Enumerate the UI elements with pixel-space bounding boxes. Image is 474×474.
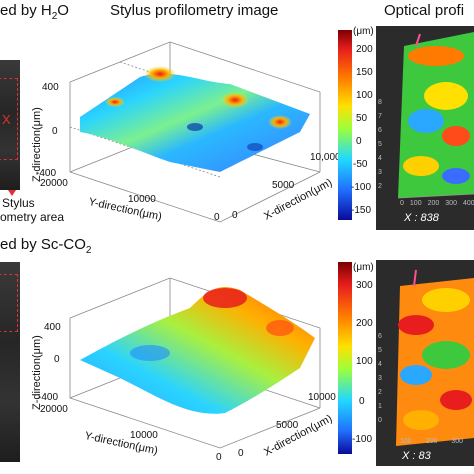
z-tick: 400	[44, 322, 61, 333]
colorbar-row2	[338, 262, 352, 454]
stylus-area-box	[0, 78, 18, 160]
pointer-arrow-icon	[8, 190, 16, 196]
optical-bottom-ticks: 100 200 300	[400, 438, 464, 445]
row1-left-title: ed by H2O	[0, 2, 69, 22]
z-tick: -400	[38, 392, 59, 403]
stylus-label-line2: ometry area	[0, 210, 65, 224]
row1-center-title: Stylus profilometry image	[110, 2, 279, 19]
y-tick: 20000	[40, 404, 68, 415]
optical-bottom-ticks: 0100200300400500	[400, 200, 474, 207]
colorbar-unit: (μm)	[353, 262, 374, 273]
y-tick: 10000	[128, 194, 156, 205]
surface-valley	[130, 345, 170, 361]
z-tick: 0	[52, 126, 58, 137]
colorbar-tick: -100	[351, 182, 372, 193]
z-tick: 0	[54, 354, 60, 365]
colorbar-tick: 100	[356, 356, 373, 367]
surface-peak	[144, 66, 176, 82]
x-tick: 5000	[272, 180, 295, 191]
stylus-label-line1: Stylus	[2, 196, 35, 210]
colorbar-tick: -50	[353, 159, 368, 170]
colorbar-row1	[338, 30, 352, 220]
x-tick: 5000	[276, 420, 299, 431]
surface-peak	[221, 92, 249, 108]
surface-peak	[105, 97, 125, 107]
surface-valley	[187, 123, 203, 131]
colorbar-unit: (μm)	[353, 26, 374, 37]
x-tick: 10000	[308, 392, 336, 403]
surface-peak	[203, 288, 247, 308]
colorbar-tick: 0	[356, 136, 362, 147]
z-axis-label: Z-direction(μm)	[31, 107, 43, 182]
colorbar-tick: 300	[356, 280, 373, 291]
surface-valley	[247, 143, 263, 151]
y-tick: 10000	[130, 430, 158, 441]
x-tick: 0	[232, 210, 238, 221]
row2-left-title: ed by Sc-CO2	[0, 236, 92, 256]
surface-peak	[268, 115, 292, 129]
y-tick: 0	[214, 212, 220, 223]
stylus-area-box	[0, 274, 18, 332]
y-tick: 20000	[40, 178, 68, 189]
y-tick: 0	[216, 452, 222, 463]
colorbar-tick: 0	[359, 396, 365, 407]
colorbar-tick: -150	[351, 205, 372, 216]
surface-mesh	[80, 287, 315, 414]
optical-surface-row2	[396, 269, 474, 446]
colorbar-tick: 200	[356, 318, 373, 329]
x-tick: 10,000	[310, 152, 341, 163]
coord-readout: X : 838	[404, 212, 439, 224]
stylus-marker: X	[2, 112, 11, 127]
colorbar-tick: -100	[352, 434, 373, 445]
sample-photo-scco2	[0, 262, 20, 462]
coord-readout: X : 83	[402, 450, 431, 462]
colorbar-tick: 200	[356, 44, 373, 55]
z-tick: 400	[42, 82, 59, 93]
z-axis-label: Z-direction(μm)	[31, 335, 43, 410]
optical-surface-row1	[397, 32, 474, 199]
colorbar-tick: 100	[356, 90, 373, 101]
stylus-3d-plot-row1	[69, 41, 321, 223]
colorbar-tick: 50	[356, 113, 368, 124]
x-tick: 0	[238, 448, 244, 459]
surface-peak	[266, 320, 294, 336]
row1-right-title: Optical profi	[384, 2, 465, 19]
colorbar-tick: 150	[356, 67, 373, 78]
stylus-3d-plot-row2	[69, 277, 321, 449]
z-tick: -400	[36, 168, 57, 179]
sample-photo-h2o: X	[0, 60, 20, 190]
